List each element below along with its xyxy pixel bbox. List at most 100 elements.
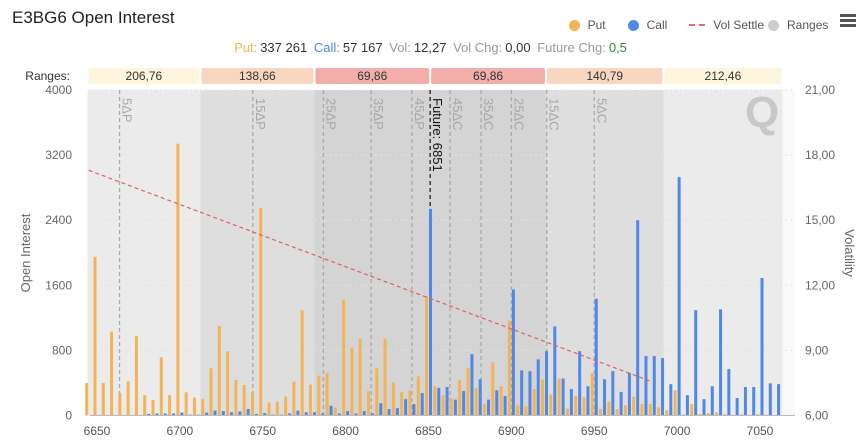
put-bar	[615, 408, 619, 416]
legend-item-call[interactable]: Call	[627, 18, 667, 32]
call-bar	[768, 383, 772, 416]
put-bar	[300, 310, 304, 416]
put-value: 337 261	[260, 40, 308, 55]
call-bar	[362, 411, 366, 416]
y2-tick-label: 21,00	[805, 83, 835, 97]
call-bar	[553, 326, 557, 416]
y2-tick-label: 9,00	[805, 343, 829, 357]
call-bar	[677, 177, 681, 416]
put-bar	[715, 412, 719, 416]
ranges-label: Ranges:	[25, 69, 70, 83]
put-bar	[391, 382, 395, 416]
call-bar	[445, 387, 449, 416]
y-tick-label: 800	[52, 343, 72, 357]
delta-label: 5ΔP	[120, 98, 135, 123]
x-tick-label: 6900	[498, 424, 525, 438]
call-label: Call:	[313, 40, 340, 55]
range-band	[200, 90, 315, 416]
legend-label: Vol Settle	[713, 18, 764, 32]
range-band	[430, 90, 546, 416]
x-tick-label: 6750	[249, 424, 276, 438]
call-bar	[743, 387, 747, 416]
put-bar	[93, 256, 97, 416]
put-bar	[524, 406, 528, 416]
y2-tick-label: 6,00	[805, 409, 829, 423]
call-bar	[147, 413, 151, 416]
vol-chg-value: 0,00	[505, 40, 531, 55]
call-bar	[337, 413, 341, 416]
put-bar	[366, 391, 370, 416]
put-bar	[118, 393, 122, 416]
call-bar	[661, 358, 665, 416]
delta-label: 45ΔP	[412, 98, 427, 130]
call-bar	[586, 386, 590, 416]
y-tick-label: 0	[65, 409, 72, 423]
future-chg-label: Future Chg:	[537, 40, 606, 55]
call-bar	[180, 412, 184, 416]
put-bar	[308, 384, 312, 416]
put-bar	[134, 336, 138, 416]
call-bar	[503, 395, 507, 416]
call-bar	[644, 356, 648, 416]
put-bar	[226, 351, 230, 416]
put-bar	[126, 381, 130, 416]
y-axis-title: Open Interest	[18, 213, 33, 292]
call-bar	[246, 408, 250, 416]
logo-q-icon: Q	[745, 88, 779, 137]
call-bar	[213, 410, 217, 416]
put-bar	[333, 407, 337, 416]
call-bar	[387, 408, 391, 416]
put-bar	[284, 396, 288, 416]
call-bar	[569, 389, 573, 416]
call-bar	[288, 413, 292, 416]
put-bar	[317, 375, 321, 416]
ranges-dot-icon	[768, 19, 779, 31]
put-bar	[706, 413, 710, 416]
put-bar	[101, 382, 105, 416]
call-bar	[685, 395, 689, 416]
put-bar	[159, 357, 163, 416]
call-bar	[478, 379, 482, 416]
put-bar	[151, 400, 155, 416]
stats-line: Put: 337 261 Call: 57 167 Vol: 12,27 Vol Ch…	[0, 40, 864, 55]
call-bar	[694, 310, 698, 416]
call-bar	[669, 384, 673, 416]
legend: Put Call Vol Settle	[568, 18, 764, 32]
put-bar	[449, 398, 453, 416]
range-value: 138,66	[239, 69, 276, 83]
legend-item-ranges[interactable]: Ranges	[768, 18, 828, 32]
put-bar	[143, 395, 147, 416]
range-box	[431, 68, 545, 84]
call-bar	[437, 387, 441, 416]
hamburger-menu-icon[interactable]	[840, 14, 856, 28]
call-bar	[652, 356, 656, 416]
put-bar	[690, 404, 694, 416]
call-bar	[545, 351, 549, 416]
put-bar	[184, 392, 188, 416]
y2-axis-title: Volatility	[842, 229, 857, 277]
put-bar	[574, 395, 578, 416]
put-bar	[168, 395, 172, 416]
put-bar	[325, 372, 329, 416]
y2-tick-label: 12,00	[805, 278, 835, 292]
call-bar	[760, 277, 764, 416]
legend-label: Put	[587, 18, 606, 32]
put-bar	[491, 362, 495, 416]
delta-label: 5ΔC	[594, 98, 609, 123]
put-bar	[565, 408, 569, 416]
x-tick-label: 6700	[167, 424, 194, 438]
call-bar	[346, 411, 350, 416]
call-bar	[462, 391, 466, 416]
call-bar	[296, 410, 300, 416]
legend-item-vol-settle[interactable]: Vol Settle	[689, 18, 764, 32]
call-bar	[321, 413, 325, 416]
put-bar	[599, 408, 603, 416]
range-value: 206,76	[126, 69, 163, 83]
range-value: 140,79	[586, 69, 623, 83]
legend-item-put[interactable]: Put	[568, 18, 606, 32]
put-bar	[756, 414, 760, 416]
call-bar	[312, 412, 316, 416]
range-box	[88, 68, 200, 84]
put-bar	[358, 338, 362, 416]
